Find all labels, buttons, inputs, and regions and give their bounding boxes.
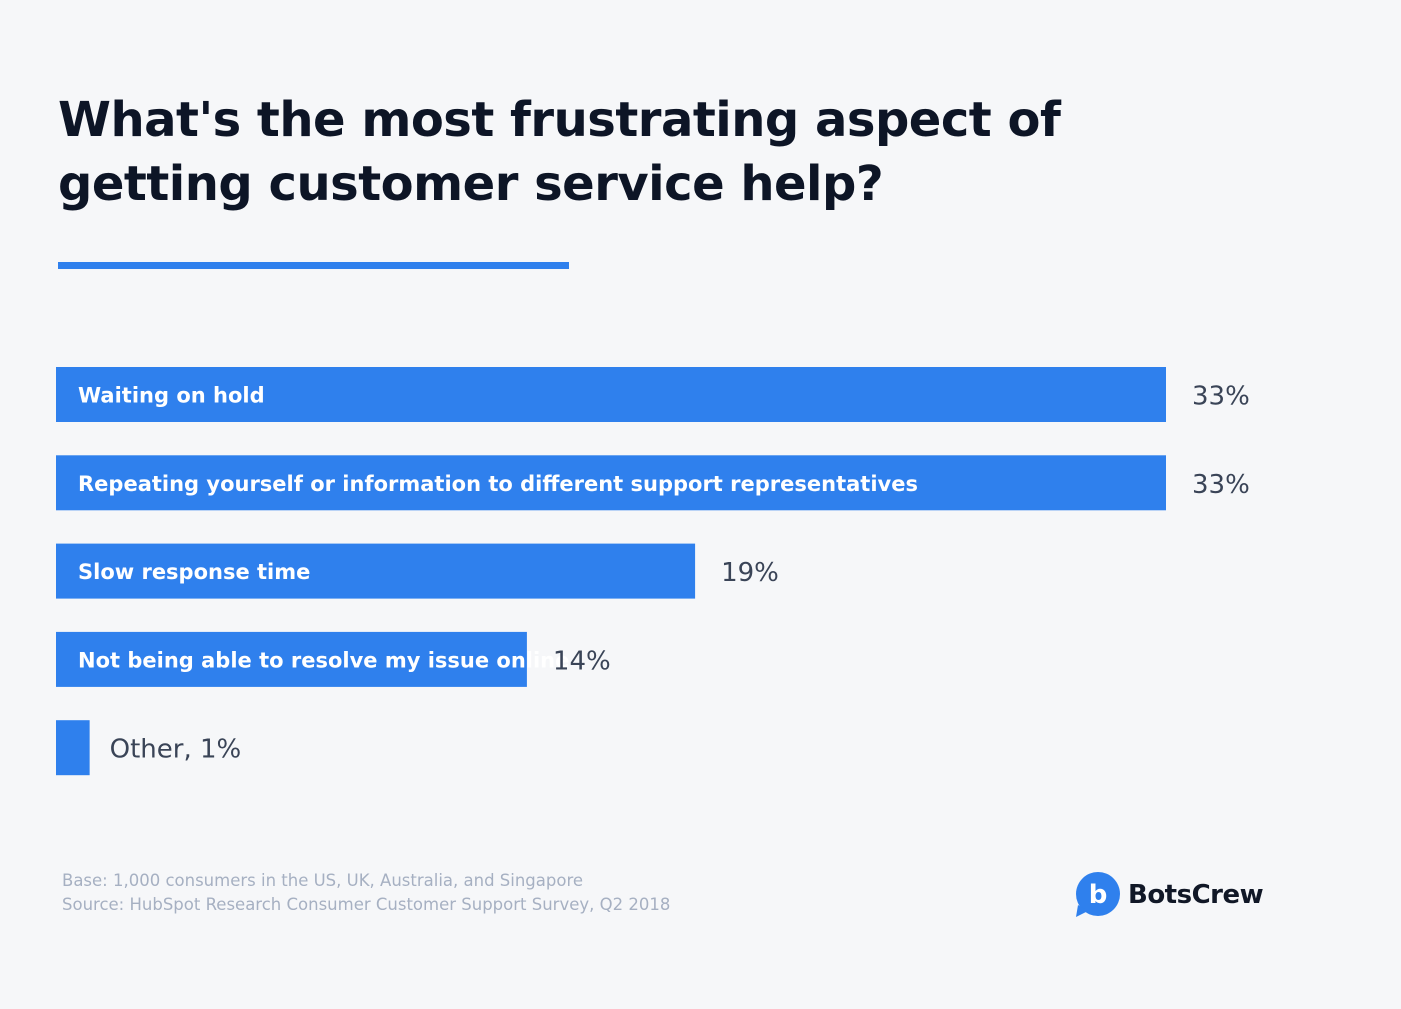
chart-title-line-2: getting customer service help? xyxy=(58,156,884,212)
source-note: Source: HubSpot Research Consumer Custom… xyxy=(62,895,671,914)
bar-category-label: Repeating yourself or information to dif… xyxy=(78,472,918,496)
logo-letter: b xyxy=(1089,880,1108,910)
bar-value-label: 33% xyxy=(1192,382,1250,412)
bar xyxy=(56,367,1166,422)
bar-category-label: Slow response time xyxy=(78,560,310,584)
bar xyxy=(56,543,696,599)
bar xyxy=(56,455,1166,511)
bar xyxy=(56,720,90,776)
chart-title-line-1: What's the most frustrating aspect of xyxy=(58,92,1061,148)
title-accent-rule xyxy=(58,262,569,269)
bar-value-label: 14% xyxy=(553,646,611,676)
base-note: Base: 1,000 consumers in the US, UK, Aus… xyxy=(62,871,584,890)
botscrew-logo-icon: b xyxy=(1076,872,1120,917)
bar-category-label: Waiting on hold xyxy=(78,384,265,408)
bar-value-label: 33% xyxy=(1192,470,1250,500)
brand-name: BotsCrew xyxy=(1128,880,1264,910)
bar xyxy=(56,631,527,687)
footnotes: Base: 1,000 consumers in the US, UK, Aus… xyxy=(62,869,670,917)
bar-value-label: Other, 1% xyxy=(110,735,242,765)
bar-category-label: Not being able to resolve my issue onlin… xyxy=(78,648,569,672)
chart-title: What's the most frustrating aspect of ge… xyxy=(58,88,1158,216)
brand-logo: b BotsCrew xyxy=(1074,871,1264,919)
bar-value-label: 19% xyxy=(721,558,779,588)
